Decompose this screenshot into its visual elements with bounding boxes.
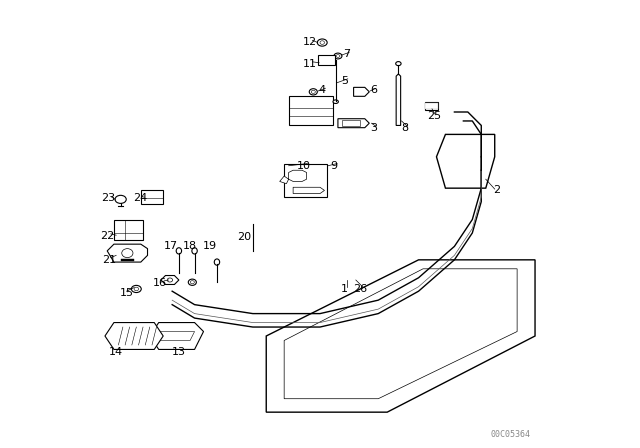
Ellipse shape	[188, 279, 196, 285]
Text: 19: 19	[203, 241, 218, 251]
Polygon shape	[161, 276, 179, 284]
Ellipse shape	[311, 90, 316, 93]
Ellipse shape	[317, 39, 327, 46]
Polygon shape	[105, 323, 163, 349]
Text: 5: 5	[341, 76, 348, 86]
Text: 11: 11	[303, 59, 317, 69]
Text: 13: 13	[172, 347, 186, 357]
Text: 20: 20	[237, 233, 251, 242]
Polygon shape	[293, 187, 324, 194]
Text: 2: 2	[493, 185, 500, 195]
Text: 9: 9	[330, 161, 337, 171]
Text: 1: 1	[341, 284, 348, 294]
Polygon shape	[425, 103, 438, 109]
Text: 00C05364: 00C05364	[491, 430, 531, 439]
Bar	[114, 220, 143, 240]
Text: 23: 23	[102, 193, 116, 203]
Ellipse shape	[461, 155, 475, 177]
Polygon shape	[121, 259, 134, 261]
Ellipse shape	[115, 195, 126, 203]
Ellipse shape	[167, 278, 173, 282]
Text: 24: 24	[132, 193, 147, 203]
Text: 21: 21	[102, 255, 116, 265]
Ellipse shape	[396, 61, 401, 66]
Text: 6: 6	[371, 85, 377, 95]
Ellipse shape	[131, 285, 141, 293]
Polygon shape	[280, 176, 289, 184]
Polygon shape	[284, 269, 517, 399]
Ellipse shape	[176, 248, 182, 254]
Text: 14: 14	[109, 347, 124, 357]
Text: 17: 17	[164, 241, 179, 251]
Ellipse shape	[309, 89, 317, 95]
Bar	[284, 164, 327, 197]
Bar	[425, 102, 438, 110]
Text: 16: 16	[152, 278, 166, 288]
Bar	[289, 96, 333, 125]
Polygon shape	[159, 332, 195, 340]
Polygon shape	[353, 87, 369, 96]
Polygon shape	[150, 323, 204, 349]
Ellipse shape	[122, 249, 133, 258]
Ellipse shape	[214, 259, 220, 265]
Text: 22: 22	[100, 231, 115, 241]
Text: 12: 12	[303, 37, 317, 47]
Polygon shape	[396, 74, 401, 125]
Ellipse shape	[134, 287, 139, 291]
Ellipse shape	[320, 41, 324, 44]
Bar	[317, 55, 335, 65]
Polygon shape	[266, 260, 535, 412]
Text: 3: 3	[371, 123, 377, 133]
Bar	[141, 190, 163, 204]
Text: 8: 8	[401, 123, 409, 133]
Text: 4: 4	[319, 85, 326, 95]
Ellipse shape	[192, 248, 197, 254]
Text: 10: 10	[298, 161, 311, 171]
Ellipse shape	[190, 280, 195, 284]
Text: 15: 15	[120, 289, 134, 298]
Ellipse shape	[333, 100, 339, 103]
Ellipse shape	[334, 53, 342, 59]
Polygon shape	[436, 134, 495, 188]
Polygon shape	[338, 119, 369, 128]
Ellipse shape	[336, 55, 340, 57]
Text: 25: 25	[427, 112, 442, 121]
Text: 26: 26	[353, 284, 367, 294]
Text: 7: 7	[343, 49, 351, 59]
Ellipse shape	[454, 148, 481, 184]
Polygon shape	[342, 120, 360, 126]
Text: 18: 18	[183, 241, 197, 251]
Polygon shape	[108, 244, 148, 262]
